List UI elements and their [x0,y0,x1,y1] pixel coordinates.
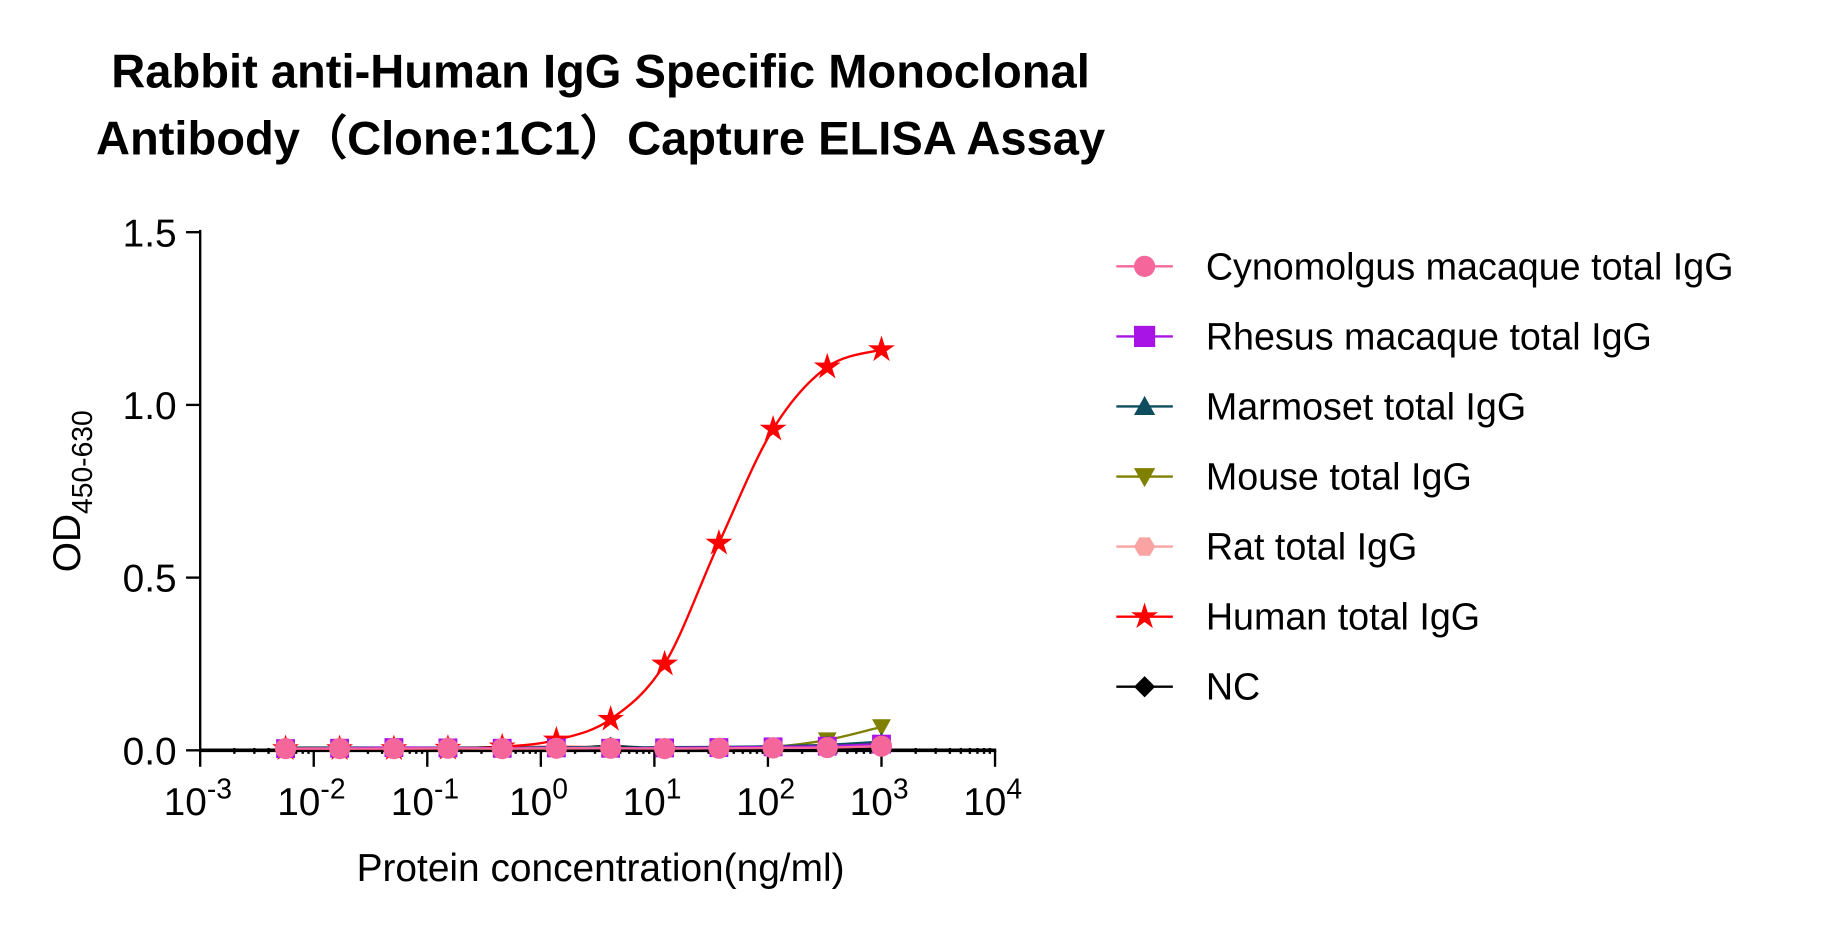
x-tick-base: 10 [164,781,207,824]
legend-item: Rhesus macaque total IgG [1116,315,1652,357]
marker-circle [383,738,405,760]
marker-circle [545,737,567,759]
legend-item: Rat total IgG [1116,526,1417,568]
x-tick-exponent: 4 [1006,773,1022,805]
x-tick-label: 103 [850,773,909,824]
legend-label: NC [1206,666,1260,708]
marker-circle [816,736,838,759]
marker-star [868,335,895,362]
marker-star [813,352,841,379]
x-tick-base: 10 [391,781,434,824]
marker-star [1131,602,1159,629]
x-tick-exponent: 0 [552,773,568,805]
legend-label: Human total IgG [1206,596,1480,638]
y-tick-label: 0.0 [123,730,177,773]
marker-triangle-down [872,719,891,737]
x-axis-label: Protein concentration(ng/ml) [357,847,845,890]
marker-star [651,649,679,676]
marker-circle [274,738,297,760]
marker-circle [653,738,676,760]
x-tick-base: 10 [850,781,893,824]
y-axis-label-subscript: 450-630 [66,410,98,514]
legend-item: Cynomolgus macaque total IgG [1116,245,1734,287]
x-tick-exponent: -2 [320,773,345,805]
legend-label: Marmoset total IgG [1206,385,1526,427]
legend-item: NC [1116,666,1260,708]
chart-title-line-2: Antibody（Clone:1C1）Capture ELISA Assay [96,111,1105,164]
legend-item: Mouse total IgG [1116,455,1472,497]
x-tick-label: 10-2 [277,773,345,824]
axes: 0.00.51.01.510-3 10-2 10-1 100 101 102 103 104 [123,212,1023,824]
series-line [285,348,882,750]
series-group [272,335,895,761]
chart-title-line-1: Rabbit anti-Human IgG Specific Monoclona… [111,44,1090,97]
marker-triangle-down [1133,468,1156,488]
legend-label: Rat total IgG [1206,526,1417,568]
marker-hexagon [1133,537,1156,556]
series-cynomolgus-macaque-total-igg [274,735,893,760]
legend-item: Human total IgG [1116,596,1480,638]
marker-diamond [1133,676,1156,698]
x-tick-label: 100 [509,773,568,824]
x-tick-exponent: 2 [779,773,795,805]
marker-circle [600,737,622,759]
marker-square [1133,325,1156,348]
legend-label: Rhesus macaque total IgG [1206,315,1652,357]
marker-star [705,528,733,555]
y-tick-label: 1.5 [123,212,177,255]
legend-item: Marmoset total IgG [1116,385,1526,427]
marker-circle [708,737,730,759]
marker-circle [329,738,351,760]
y-tick-label: 1.0 [123,385,177,428]
x-tick-base: 10 [963,781,1006,824]
marker-star [597,705,625,731]
marker-star [759,414,787,441]
legend-label: Mouse total IgG [1206,455,1472,497]
x-tick-label: 101 [623,773,682,824]
x-tick-exponent: -3 [207,773,232,805]
legend: Cynomolgus macaque total IgG Rhesus macaq… [1116,245,1734,708]
x-tick-base: 10 [736,781,779,824]
x-tick-base: 10 [277,781,320,824]
x-tick-base: 10 [509,781,552,824]
marker-circle [491,738,513,760]
x-tick-label: 10-1 [391,773,459,824]
marker-circle [437,737,459,759]
legend-label: Cynomolgus macaque total IgG [1206,245,1734,287]
y-axis-label: OD450-630 [46,410,98,572]
marker-circle [870,735,893,757]
marker-circle [1133,255,1156,277]
x-tick-exponent: 3 [893,773,909,805]
x-tick-label: 102 [736,773,795,824]
x-tick-label: 10-3 [164,773,232,824]
x-tick-base: 10 [623,781,666,824]
x-tick-label: 104 [963,773,1022,824]
x-tick-exponent: -1 [434,773,459,805]
series-human-total-igg [272,335,895,761]
y-tick-label: 0.5 [123,558,177,601]
y-axis-label-main: OD [46,514,89,572]
marker-triangle-up [1133,395,1156,415]
x-tick-exponent: 1 [666,773,682,805]
marker-circle [762,737,784,759]
